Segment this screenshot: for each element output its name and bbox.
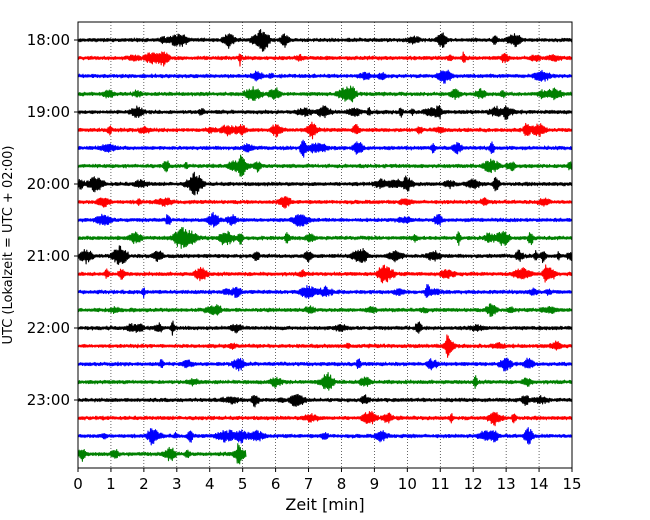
x-tick-label: 13 (497, 475, 516, 493)
seismogram-trace (77, 51, 573, 67)
seismogram-trace (77, 303, 573, 318)
y-tick-label: 22:00 (27, 319, 70, 337)
y-axis-ticks: 18:00 19:00 20:00 21:00 22:00 23:00 (27, 31, 78, 409)
x-tick-label: 10 (398, 475, 417, 493)
x-tick-label: 4 (205, 475, 215, 493)
seismogram-trace (77, 443, 247, 465)
seismogram-trace (77, 393, 573, 408)
seismogram-trace (77, 104, 573, 120)
x-tick-label: 1 (106, 475, 116, 493)
x-tick-label: 11 (431, 475, 450, 493)
x-tick-label: 3 (172, 475, 182, 493)
x-tick-label: 8 (337, 475, 347, 493)
y-tick-label: 23:00 (27, 391, 70, 409)
x-axis-label: Zeit [min] (285, 495, 364, 514)
seismogram-trace (77, 320, 573, 336)
x-tick-label: 9 (370, 475, 380, 493)
seismogram-trace (77, 283, 573, 299)
seismogram-trace (77, 121, 573, 140)
seismogram-trace (77, 245, 573, 265)
y-axis-label: UTC (Lokalzeit = UTC + 02:00) (1, 146, 16, 345)
x-tick-label: 12 (464, 475, 483, 493)
x-tick-label: 5 (238, 475, 248, 493)
seismogram-trace (77, 196, 573, 209)
x-tick-label: 15 (562, 475, 581, 493)
y-tick-label: 19:00 (27, 103, 70, 121)
x-tick-label: 0 (73, 475, 83, 493)
plot-frame (77, 21, 573, 469)
seismogram-trace (77, 410, 573, 427)
x-tick-label: 14 (530, 475, 549, 493)
seismogram-trace (77, 427, 573, 446)
seismogram-trace (77, 357, 573, 372)
seismogram-traces (77, 29, 573, 465)
seismogram-trace (77, 264, 573, 284)
y-tick-label: 18:00 (27, 31, 70, 49)
seismogram-trace (77, 29, 573, 52)
y-tick-label: 21:00 (27, 247, 70, 265)
seismogram-trace (77, 85, 573, 103)
seismogram-trace (77, 334, 573, 358)
seismogram-trace (77, 139, 573, 158)
seismogram-trace (77, 226, 573, 249)
x-axis-ticks: 0 1 2 3 4 5 6 7 8 9 10 11 12 13 14 15 (73, 468, 582, 493)
seismogram-trace (77, 372, 573, 391)
seismogram-trace (77, 69, 573, 84)
x-tick-label: 6 (271, 475, 281, 493)
x-tick-label: 7 (304, 475, 314, 493)
seismogram-trace (77, 171, 573, 196)
seismogram-trace (77, 211, 573, 228)
seismogram-trace (77, 154, 573, 177)
x-tick-label: 2 (139, 475, 149, 493)
y-tick-label: 20:00 (27, 175, 70, 193)
